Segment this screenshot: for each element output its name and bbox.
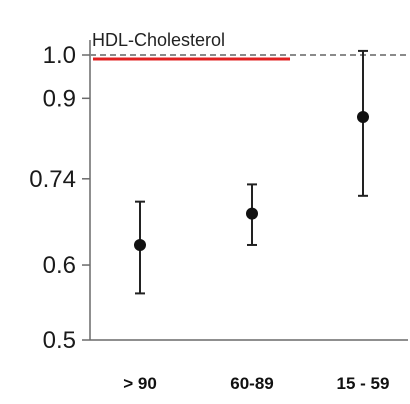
data-points xyxy=(134,49,369,295)
data-point-marker xyxy=(134,238,146,251)
chart-title: HDL-Cholesterol xyxy=(92,30,225,50)
y-tick-label: 0.5 xyxy=(43,327,76,354)
category-labels: > 90 60-89 15 - 59 xyxy=(123,374,389,393)
error-bar-point xyxy=(134,200,146,295)
data-point-marker xyxy=(357,111,369,124)
x-category-label: 60-89 xyxy=(230,374,273,393)
x-category-label: 15 - 59 xyxy=(337,374,390,393)
error-bar-point xyxy=(246,183,258,246)
data-point-marker xyxy=(246,207,258,220)
y-tick-label: 0.74 xyxy=(29,166,76,193)
y-tick-label: 0.9 xyxy=(43,85,76,112)
y-axis: 0.5 0.6 0.74 0.9 1.0 xyxy=(29,40,91,354)
chart-title-group: HDL-Cholesterol xyxy=(92,30,290,61)
y-tick-label: 0.6 xyxy=(43,252,76,279)
x-category-label: > 90 xyxy=(123,374,157,393)
error-bar-point xyxy=(357,49,369,197)
y-tick-label: 1.0 xyxy=(43,42,76,69)
